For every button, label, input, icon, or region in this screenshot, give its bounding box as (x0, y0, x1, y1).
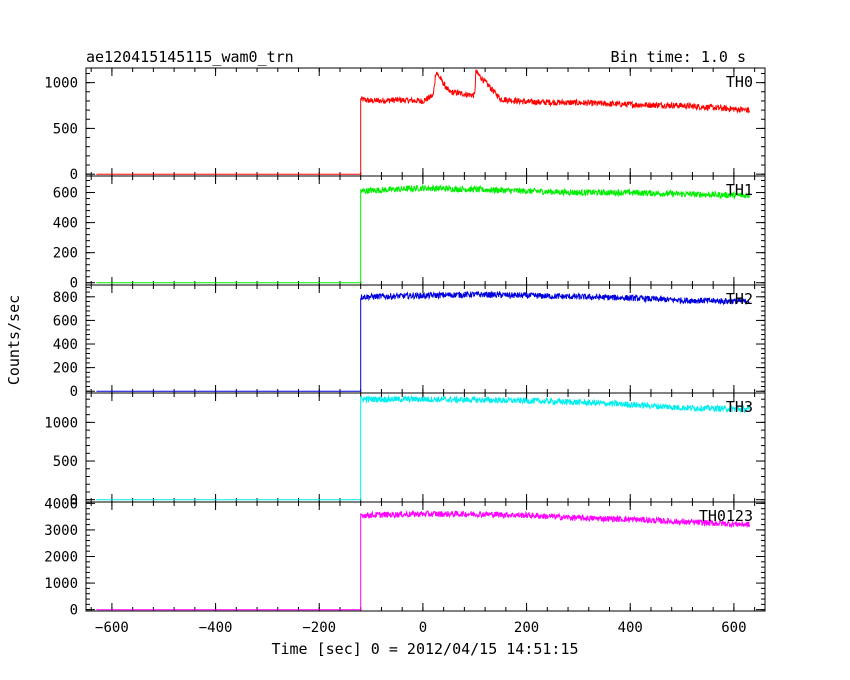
series-line-th2 (96, 290, 750, 392)
panel-label: TH2 (726, 290, 753, 308)
panel-label: TH1 (726, 181, 753, 199)
series-line-th1 (96, 183, 750, 284)
y-tick-label: 0 (70, 493, 78, 509)
y-tick-label: 1000 (44, 576, 78, 592)
y-tick-label: 400 (53, 337, 78, 353)
panel-frame (85, 67, 766, 177)
panel-th1: 0 200 400 600 TH1 (53, 175, 766, 292)
y-tick-label: 200 (53, 361, 78, 377)
panel-label: TH0123 (699, 507, 753, 525)
y-tick-label: 400 (53, 216, 78, 232)
x-tick-label: 200 (514, 620, 539, 636)
chart-title: ae120415145115_wam0_trn (86, 48, 294, 66)
x-tick-label: 400 (618, 620, 643, 636)
y-tick-label: 1000 (44, 76, 78, 92)
chart-subtitle: Bin time: 1.0 s (611, 48, 746, 66)
y-axis-label: Counts/sec (5, 295, 23, 385)
y-tick-label: 600 (53, 313, 78, 329)
panel-frame (85, 392, 766, 503)
series-line-th3 (96, 394, 750, 501)
x-tick-label: −400 (199, 620, 233, 636)
panel-th3: 0 500 1000 TH3 (44, 392, 766, 509)
x-tick-label: 0 (419, 620, 427, 636)
y-tick-label: 500 (53, 121, 78, 137)
panel-label: TH3 (726, 398, 753, 416)
panel-frame (85, 175, 766, 286)
series-line-th0123 (96, 509, 750, 611)
panel-label: TH0 (726, 73, 753, 91)
y-tick-label: 0 (70, 167, 78, 183)
x-tick-label: −200 (302, 620, 336, 636)
y-tick-label: 600 (53, 186, 78, 202)
panel-frame (85, 284, 766, 394)
y-tick-label: 2000 (44, 550, 78, 566)
x-axis: −600 −400 −200 0 200 400 600 (95, 620, 746, 636)
y-tick-label: 800 (53, 290, 78, 306)
y-tick-label: 500 (53, 454, 78, 470)
y-tick-label: 0 (70, 384, 78, 400)
y-tick-label: 4000 (44, 496, 78, 512)
x-tick-label: 600 (721, 620, 746, 636)
y-tick-label: 200 (53, 246, 78, 262)
panel-th2: 0 200 400 600 800 TH2 (53, 284, 766, 400)
panel-th0123: 0 1000 2000 3000 4000 TH0123 (44, 496, 766, 619)
y-tick-label: 0 (70, 276, 78, 292)
y-tick-label: 1000 (44, 415, 78, 431)
panel-th0: 0 500 1000 TH0 (44, 67, 766, 183)
x-axis-label: Time [sec] 0 = 2012/04/15 14:51:15 (271, 640, 578, 658)
panels-group: 0 500 1000 TH0 0 200 400 600 TH1 0 200 400 600 800 TH2… (44, 67, 766, 619)
y-tick-label: 0 (70, 603, 78, 619)
y-tick-label: 3000 (44, 523, 78, 539)
series-line-th0 (96, 69, 750, 175)
x-tick-label: −600 (95, 620, 129, 636)
